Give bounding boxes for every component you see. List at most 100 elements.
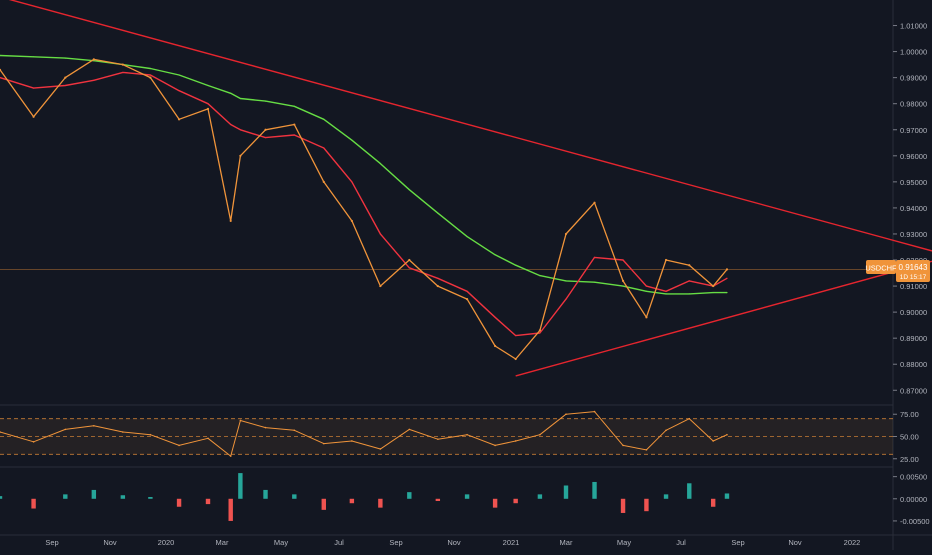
rsi-tick-label: 75.00 [900,410,919,419]
price-series-point [121,63,124,66]
price-series-point [149,76,152,79]
resistance-trendline[interactable] [0,0,932,252]
macd-histogram-bar[interactable] [321,498,326,510]
macd-histogram-bar[interactable] [91,489,97,499]
price-series-point [177,118,181,121]
time-tick-label: 2021 [503,538,520,547]
price-series-point [64,76,67,79]
macd-histogram-bar[interactable] [407,492,412,499]
fast-ma-point [32,87,35,89]
macd-histogram-bar[interactable] [228,498,233,521]
time-tick-label: Jul [676,538,686,547]
macd-histogram-bar[interactable] [238,473,243,499]
slow-ma-point [437,212,439,214]
slow-ma-point [149,67,151,70]
rsi-point [207,437,209,440]
fast-ma-point [264,136,267,139]
price-series-point [92,58,95,61]
macd-histogram-bar[interactable] [63,494,68,499]
slow-ma-point [351,139,353,141]
macd-histogram-bar[interactable] [492,498,498,508]
macd-histogram-bar[interactable] [205,498,211,505]
macd-histogram-bar[interactable] [435,498,441,501]
slow-ma-point [466,235,468,238]
macd-panel[interactable] [0,473,730,521]
macd-histogram-bar[interactable] [378,498,383,508]
time-tick-label: 2022 [844,538,861,547]
rsi-tick-label: 50.00 [900,433,919,442]
price-series-point [436,284,439,288]
macd-histogram-bar[interactable] [592,481,597,499]
time-tick-label: Jul [334,538,344,547]
macd-histogram-bar[interactable] [620,498,626,513]
fast-ma-point [665,290,667,292]
support-trendline[interactable] [515,260,932,377]
time-tick-label: Sep [45,538,58,547]
slow-ma-point [178,74,180,76]
slow-ma-point [539,275,541,277]
price-series-point [645,316,648,319]
macd-histogram-bar[interactable] [120,495,126,499]
slow-ma-point [323,118,325,120]
macd-histogram-bar[interactable] [464,494,470,499]
fast-ma-point [122,71,124,74]
price-series-point [538,329,541,332]
macd-histogram-bar[interactable] [0,496,3,499]
rsi-point [293,429,296,432]
rsi-point [229,455,232,457]
macd-histogram-bar[interactable] [176,498,182,507]
macd-histogram-bar[interactable] [663,494,669,499]
price-tag-countdown: 1D 15:17 [900,274,927,281]
slow-ma-point [665,293,667,295]
rsi-point [494,444,496,447]
price-tick-label: 0.91000 [900,282,927,291]
price-series-point [712,284,715,288]
price-series-point [494,344,497,348]
price-series-point [239,154,242,157]
rsi-point [437,438,439,440]
macd-histogram-bar[interactable] [724,493,730,499]
fast-ma-point [351,181,353,183]
rsi-point [0,431,1,433]
fast-ma-point [93,79,95,81]
price-series-point [322,180,325,183]
rsi-point [32,441,35,443]
macd-histogram-bar[interactable] [710,498,716,507]
macd-histogram-bar[interactable] [263,489,268,499]
time-tick-label: Sep [731,538,744,547]
rsi-point [149,433,152,436]
time-tick-label: 2020 [158,538,175,547]
rsi-point [622,444,624,447]
macd-tick-label: 0.00000 [900,495,927,504]
macd-histogram-bar[interactable] [537,494,543,499]
time-tick-label: May [274,538,288,547]
macd-histogram-bar[interactable] [644,498,649,512]
slow-ma-point [494,254,496,256]
slow-ma-point [515,264,517,266]
rsi-point [351,440,353,442]
rsi-panel[interactable] [0,410,893,457]
rsi-point [408,428,411,431]
price-panel[interactable] [0,0,932,377]
slow-ma-point [645,290,648,292]
time-tick-label: May [617,538,631,547]
fast-ma-point [64,84,66,87]
macd-histogram-bar[interactable] [292,494,297,499]
macd-histogram-bar[interactable] [148,497,153,499]
slow-ma-point [408,189,410,191]
macd-histogram-bar[interactable] [687,483,692,499]
fast-ma-point [293,134,295,136]
rsi-point [726,433,728,436]
macd-histogram-bar[interactable] [513,498,518,504]
fast-ma-point [539,332,541,334]
macd-histogram-bar[interactable] [349,498,355,504]
macd-histogram-bar[interactable] [563,485,569,499]
macd-histogram-bar[interactable] [31,498,36,509]
rsi-point [322,442,325,445]
slow-ma-point [726,291,728,294]
price-tick-label: 0.99000 [900,74,927,83]
rsi-point [264,426,267,429]
